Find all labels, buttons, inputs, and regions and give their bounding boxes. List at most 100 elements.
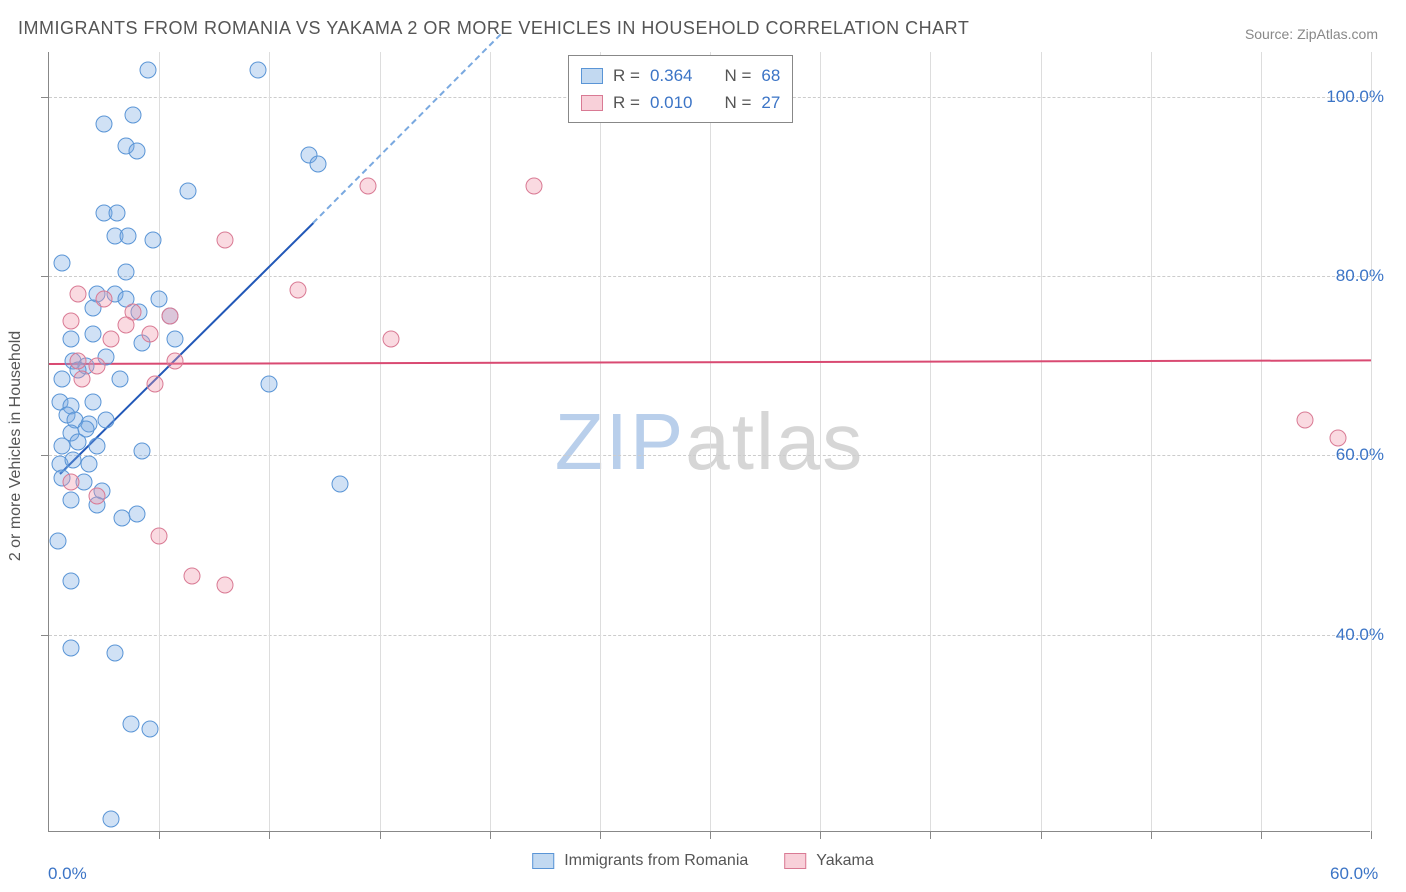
gridline-v: [1261, 52, 1262, 831]
data-point: [122, 716, 139, 733]
data-point: [111, 371, 128, 388]
source-attribution: Source: ZipAtlas.com: [1245, 26, 1378, 42]
stats-row: R = 0.364N = 68: [581, 62, 780, 89]
data-point: [63, 572, 80, 589]
data-point: [89, 487, 106, 504]
gridline-v: [159, 52, 160, 831]
data-point: [525, 178, 542, 195]
data-point: [217, 577, 234, 594]
data-point: [144, 232, 161, 249]
data-point: [124, 106, 141, 123]
data-point: [96, 290, 113, 307]
data-point: [69, 286, 86, 303]
data-point: [98, 411, 115, 428]
y-tick-label: 80.0%: [1336, 266, 1384, 286]
data-point: [102, 810, 119, 827]
x-tick-label: 0.0%: [48, 864, 87, 884]
data-point: [96, 115, 113, 132]
data-point: [63, 312, 80, 329]
data-point: [217, 232, 234, 249]
data-point: [166, 330, 183, 347]
gridline-v: [600, 52, 601, 831]
data-point: [184, 568, 201, 585]
gridline-v: [269, 52, 270, 831]
gridline-v: [380, 52, 381, 831]
data-point: [179, 182, 196, 199]
data-point: [162, 308, 179, 325]
series-legend: Immigrants from Romania Yakama: [532, 852, 874, 870]
data-point: [54, 254, 71, 271]
gridline-v: [930, 52, 931, 831]
data-point: [331, 476, 348, 493]
swatch-icon: [532, 853, 554, 869]
data-point: [382, 330, 399, 347]
data-point: [261, 375, 278, 392]
data-point: [102, 330, 119, 347]
legend-item-a: Immigrants from Romania: [532, 852, 748, 870]
data-point: [74, 371, 91, 388]
swatch-icon: [581, 68, 603, 84]
y-tick-label: 100.0%: [1326, 87, 1384, 107]
swatch-icon: [784, 853, 806, 869]
watermark-bold: ZIP: [555, 397, 685, 486]
data-point: [129, 142, 146, 159]
stat-r-label: R =: [613, 89, 640, 116]
stat-n-value: 68: [761, 62, 780, 89]
data-point: [89, 357, 106, 374]
data-point: [120, 227, 137, 244]
data-point: [146, 375, 163, 392]
data-point: [109, 205, 126, 222]
data-point: [151, 528, 168, 545]
data-point: [63, 492, 80, 509]
data-point: [1329, 429, 1346, 446]
gridline-v: [1371, 52, 1372, 831]
watermark-rest: atlas: [685, 397, 864, 486]
legend-item-b: Yakama: [784, 852, 874, 870]
data-point: [118, 317, 135, 334]
data-point: [63, 474, 80, 491]
data-point: [63, 640, 80, 657]
stat-n-label: N =: [724, 62, 751, 89]
legend-label-b: Yakama: [816, 852, 874, 870]
data-point: [151, 290, 168, 307]
gridline-v: [1151, 52, 1152, 831]
data-point: [1296, 411, 1313, 428]
plot-area: ZIPatlas: [48, 52, 1370, 832]
data-point: [129, 505, 146, 522]
stat-n-label: N =: [724, 89, 751, 116]
data-point: [49, 532, 66, 549]
data-point: [133, 442, 150, 459]
gridline-v: [710, 52, 711, 831]
data-point: [289, 281, 306, 298]
correlation-chart: IMMIGRANTS FROM ROMANIA VS YAKAMA 2 OR M…: [0, 0, 1406, 892]
data-point: [140, 61, 157, 78]
chart-title: IMMIGRANTS FROM ROMANIA VS YAKAMA 2 OR M…: [18, 18, 969, 39]
y-tick-label: 60.0%: [1336, 445, 1384, 465]
data-point: [89, 438, 106, 455]
gridline-v: [1041, 52, 1042, 831]
swatch-icon: [581, 95, 603, 111]
data-point: [142, 326, 159, 343]
data-point: [118, 263, 135, 280]
data-point: [250, 61, 267, 78]
data-point: [360, 178, 377, 195]
stats-row: R = 0.010N = 27: [581, 89, 780, 116]
x-tick-label: 60.0%: [1330, 864, 1378, 884]
gridline-v: [490, 52, 491, 831]
trend-line: [313, 34, 502, 224]
data-point: [80, 456, 97, 473]
legend-label-a: Immigrants from Romania: [564, 852, 748, 870]
gridline-v: [820, 52, 821, 831]
data-point: [63, 330, 80, 347]
stat-r-value: 0.010: [650, 89, 693, 116]
data-point: [85, 393, 102, 410]
data-point: [309, 156, 326, 173]
data-point: [65, 451, 82, 468]
data-point: [85, 326, 102, 343]
y-tick-label: 40.0%: [1336, 625, 1384, 645]
data-point: [166, 353, 183, 370]
data-point: [107, 644, 124, 661]
y-axis-label: 2 or more Vehicles in Household: [7, 331, 25, 561]
stats-legend: R = 0.364N = 68R = 0.010N = 27: [568, 55, 793, 123]
data-point: [142, 720, 159, 737]
